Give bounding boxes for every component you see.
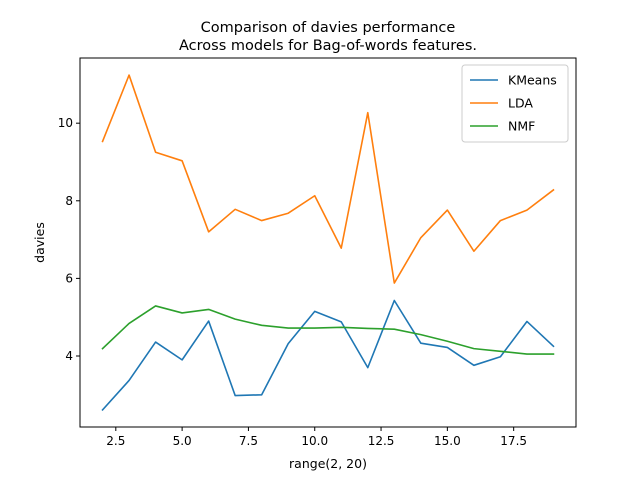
x-axis-ticks: 2.5 5.0 7.5 10.0 12.5 15.0 17.5 bbox=[106, 427, 527, 448]
legend-label: NMF bbox=[508, 119, 535, 134]
x-tick-label: 10.0 bbox=[301, 434, 328, 448]
y-tick-label: 4 bbox=[65, 349, 73, 363]
x-tick-label: 12.5 bbox=[368, 434, 395, 448]
chart-title-line-1: Comparison of davies performance bbox=[201, 20, 456, 36]
legend-box bbox=[461, 64, 569, 143]
y-tick-label: 6 bbox=[65, 271, 73, 285]
axes-frame bbox=[79, 57, 577, 428]
x-tick-label: 7.5 bbox=[239, 434, 258, 448]
x-axis-label: range(2, 20) bbox=[289, 456, 367, 471]
y-axis-label: davies bbox=[32, 222, 47, 263]
y-axis-ticks: 4 6 8 10 bbox=[58, 116, 80, 363]
legend-label: KMeans bbox=[508, 73, 557, 88]
legend-entry-lda: LDA bbox=[470, 96, 533, 111]
chart-title-line-2: Across models for Bag-of-words features. bbox=[179, 38, 477, 54]
series-line-nmf bbox=[101, 305, 555, 355]
legend: KMeans LDA NMF bbox=[461, 64, 569, 143]
legend-entry-kmeans: KMeans bbox=[470, 73, 557, 88]
y-tick-label: 10 bbox=[58, 116, 73, 130]
series-line-kmeans bbox=[101, 299, 555, 412]
y-tick-label: 8 bbox=[65, 194, 73, 208]
x-tick-label: 17.5 bbox=[500, 434, 527, 448]
series-layer bbox=[101, 74, 555, 412]
legend-label: LDA bbox=[508, 96, 533, 111]
x-tick-label: 15.0 bbox=[434, 434, 461, 448]
x-tick-label: 5.0 bbox=[173, 434, 192, 448]
x-tick-label: 2.5 bbox=[106, 434, 125, 448]
legend-entry-nmf: NMF bbox=[470, 119, 535, 134]
series-line-lda bbox=[101, 74, 555, 284]
